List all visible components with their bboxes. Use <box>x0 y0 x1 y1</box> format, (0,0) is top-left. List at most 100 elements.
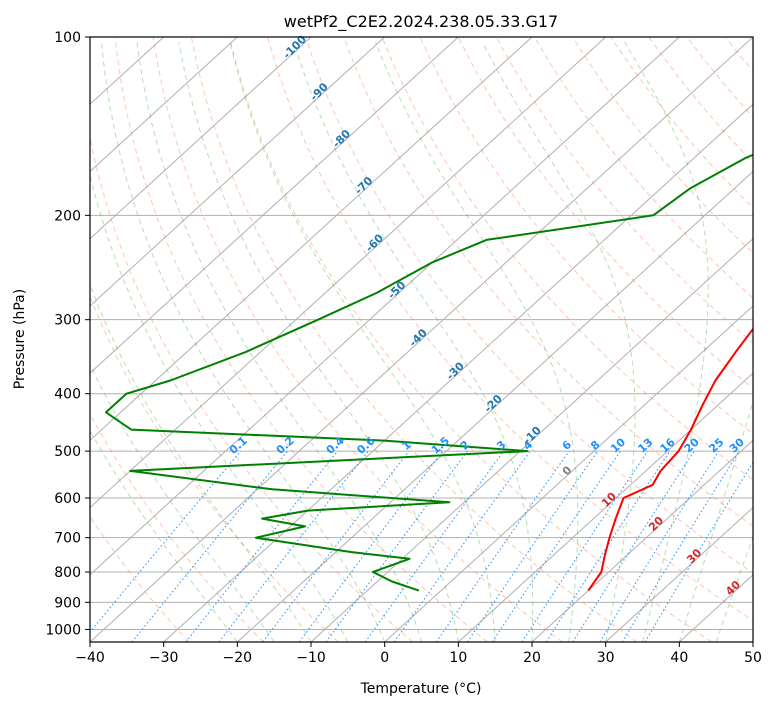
isotherm-line <box>531 439 753 642</box>
profile-line <box>587 327 753 592</box>
y-tick-label: 600 <box>54 491 81 507</box>
dry-adiabat <box>267 37 753 622</box>
mixing-ratio-label: 13 <box>635 436 655 456</box>
y-axis-label: Pressure (hPa) <box>12 289 28 389</box>
upper-isotherm-label: -40 <box>407 326 430 349</box>
y-tick-label: 200 <box>54 208 81 224</box>
x-tick-label: −20 <box>223 650 253 666</box>
mixing-ratio-line <box>572 450 695 642</box>
isotherm-line <box>236 170 753 642</box>
moist-adiabat <box>482 41 636 642</box>
isotherm-line <box>310 237 753 642</box>
moist-adiabat <box>136 42 422 642</box>
y-tick-label: 800 <box>54 565 81 581</box>
mixing-ratio-line <box>621 450 740 642</box>
moist-adiabat <box>375 41 579 642</box>
upper-isotherm-label: -20 <box>482 392 505 415</box>
isotherm-line <box>90 37 312 240</box>
isotherm-label: 40 <box>723 578 743 598</box>
upper-isotherm-label: -30 <box>444 359 467 382</box>
mixing-ratio-label: 30 <box>727 435 747 455</box>
mixing-ratio-line <box>644 461 753 642</box>
data-layer <box>105 153 753 592</box>
dry-adiabat <box>534 37 753 299</box>
mixing-ratio-line <box>185 450 339 642</box>
dry-adiabat <box>763 37 775 642</box>
mixing-ratio-line <box>599 450 720 642</box>
moist-adiabat <box>90 172 349 642</box>
moist-adiabat <box>178 42 459 642</box>
dry-adiabat <box>90 515 190 642</box>
x-tick-label: 50 <box>744 650 762 666</box>
x-tick-label: 10 <box>449 650 467 666</box>
mixing-ratio-line <box>491 450 621 642</box>
dry-adiabat <box>90 135 414 642</box>
mixing-ratio-line <box>90 450 242 633</box>
moist-adiabat <box>101 42 386 642</box>
isotherm-line <box>90 37 533 442</box>
isotherm-line <box>752 641 753 642</box>
mixing-ratio-line <box>218 450 369 642</box>
isotherm-label: 30 <box>684 546 704 566</box>
dry-adiabat <box>90 295 339 642</box>
dry-adiabat <box>572 37 753 254</box>
isotherm-line <box>90 37 607 509</box>
x-tick-label: −30 <box>149 650 179 666</box>
x-tick-label: 30 <box>597 650 615 666</box>
dry-adiabat <box>724 37 753 72</box>
x-tick-label: −40 <box>75 650 105 666</box>
x-tick-label: 0 <box>380 650 389 666</box>
mixing-ratio-label: 1.5 <box>429 434 452 457</box>
chart-title: wetPf2_C2E2.2024.238.05.33.G17 <box>284 12 558 32</box>
dry-adiabat <box>495 37 753 344</box>
dry-adiabat <box>648 37 753 164</box>
mixing-ratio-line <box>325 450 468 642</box>
mixing-ratio-label: 16 <box>658 435 678 455</box>
mixing-ratio-label: 0.6 <box>354 434 377 457</box>
line-labels: 0.1 0.2 0.4 0.6 1 1.5 2 3 4 6 8 10 13 16 20 25 30-100-90… <box>227 33 747 599</box>
mixing-ratio-line <box>131 450 289 642</box>
moist-adiabat <box>90 429 238 642</box>
y-tick-label: 900 <box>54 595 81 611</box>
dry-adiabat <box>610 37 753 209</box>
mixing-ratio-line <box>467 450 599 642</box>
isotherm-label: 10 <box>599 490 619 510</box>
isotherm-line <box>163 103 753 642</box>
moist-adiabat <box>90 363 275 642</box>
mixing-ratio-line <box>262 450 410 642</box>
x-tick-label: −10 <box>296 650 326 666</box>
isotherm-label: 20 <box>646 514 666 534</box>
y-tick-label: 100 <box>54 30 81 46</box>
isotherm-line <box>90 37 459 374</box>
y-tick-label: 400 <box>54 387 81 403</box>
isotherm-line <box>384 305 753 642</box>
mixing-ratio-label: 10 <box>608 435 628 455</box>
y-tick-label: 500 <box>54 444 81 460</box>
upper-isotherm-label: -70 <box>352 174 375 197</box>
moist-adiabat <box>90 283 312 642</box>
isotherm-line <box>457 372 753 642</box>
dry-adiabat <box>229 37 712 642</box>
dry-adiabat <box>686 37 753 118</box>
axis-layer: −40 −30 −20 −10 0 10 20 30 40 50 100 200 300 400 500 60… <box>45 30 762 666</box>
mixing-ratio-label: 0.1 <box>227 434 250 457</box>
profile-line <box>105 153 753 592</box>
dry-adiabat <box>419 37 753 435</box>
x-tick-label: 40 <box>670 650 688 666</box>
x-tick-label: 20 <box>523 650 541 666</box>
isotherm-line <box>90 37 680 576</box>
moist-adiabat <box>293 41 534 642</box>
isotherm-line <box>90 37 238 173</box>
upper-isotherm-label: -60 <box>363 231 386 254</box>
dry-adiabat <box>152 37 563 642</box>
isotherm-line <box>605 506 753 642</box>
mixing-ratio-line <box>393 450 531 642</box>
isotherm-line <box>90 37 386 307</box>
moist-adiabat <box>678 399 753 642</box>
upper-isotherm-label: -90 <box>308 80 331 103</box>
grid-layer <box>90 37 775 642</box>
dry-adiabat <box>381 37 753 481</box>
plot-frame <box>89 36 754 643</box>
isotherm-line <box>90 37 753 642</box>
